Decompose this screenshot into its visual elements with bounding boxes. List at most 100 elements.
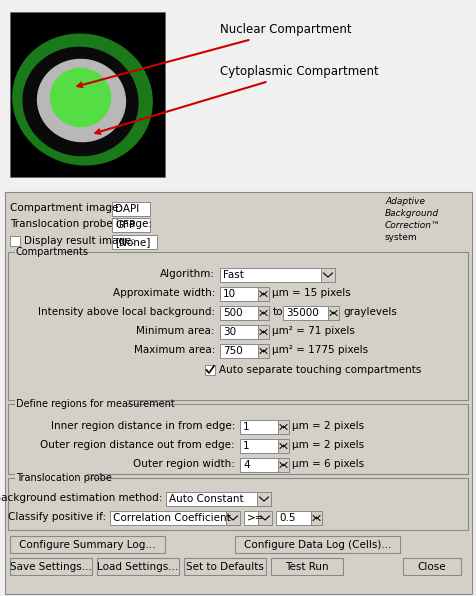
Text: system: system [384, 234, 417, 243]
Bar [239, 420, 278, 434]
Text: graylevels: graylevels [342, 307, 396, 317]
Text: μm = 2 pixels: μm = 2 pixels [291, 421, 363, 431]
Bar [15, 248, 62, 256]
Text: Nuclear Compartment: Nuclear Compartment [77, 23, 351, 87]
Text: Configure Summary Log...: Configure Summary Log... [19, 539, 156, 550]
Bar [402, 558, 460, 575]
Text: GFP: GFP [115, 220, 135, 230]
Text: 4: 4 [242, 460, 249, 470]
Bar [15, 400, 127, 408]
Text: 500: 500 [223, 308, 242, 318]
Text: 1: 1 [242, 441, 249, 451]
Text: 35000: 35000 [286, 308, 318, 318]
Bar [8, 404, 467, 474]
Bar [5, 192, 471, 594]
Ellipse shape [13, 34, 152, 165]
Bar [320, 268, 334, 282]
Bar [8, 478, 467, 530]
Text: Fast: Fast [223, 270, 243, 280]
Text: Approximate width:: Approximate width: [112, 288, 215, 298]
Text: Save Settings...: Save Settings... [10, 561, 92, 572]
Bar [239, 439, 278, 453]
Bar [235, 536, 399, 553]
Bar [244, 511, 271, 525]
Text: to: to [272, 307, 283, 317]
Text: 0.5: 0.5 [278, 513, 295, 523]
Text: Translocation probe: Translocation probe [16, 473, 112, 483]
Bar [258, 287, 268, 301]
Text: Correlation Coefficient: Correlation Coefficient [113, 513, 230, 523]
Bar [112, 218, 149, 232]
Text: Auto separate touching compartments: Auto separate touching compartments [218, 365, 420, 375]
Bar [310, 511, 321, 525]
Text: Translocation probe image:: Translocation probe image: [10, 219, 152, 229]
Bar [8, 252, 467, 400]
Bar [226, 511, 239, 525]
Ellipse shape [50, 69, 110, 126]
Text: Outer region width:: Outer region width: [133, 459, 235, 469]
Text: Compartment image:: Compartment image: [10, 203, 122, 213]
Text: Intensity above local background:: Intensity above local background: [38, 307, 215, 317]
Bar [10, 236, 20, 246]
Text: Load Settings...: Load Settings... [97, 561, 178, 572]
Text: Minimum area:: Minimum area: [136, 326, 215, 336]
Bar [219, 344, 258, 358]
Bar [184, 558, 266, 575]
Text: Classify positive if:: Classify positive if: [8, 512, 106, 522]
Bar [278, 420, 288, 434]
Text: 1: 1 [242, 422, 249, 432]
Ellipse shape [23, 48, 138, 156]
Bar [219, 325, 258, 339]
Bar [219, 268, 334, 282]
Bar [15, 474, 87, 482]
Text: μm = 15 pixels: μm = 15 pixels [271, 288, 350, 298]
Text: [None]: [None] [115, 237, 150, 247]
Text: Define regions for measurement: Define regions for measurement [16, 399, 174, 409]
Bar [205, 365, 215, 375]
Text: 30: 30 [223, 327, 236, 337]
Text: Maximum area:: Maximum area: [133, 345, 215, 355]
Bar [10, 12, 165, 177]
Bar [276, 511, 310, 525]
Text: μm = 6 pixels: μm = 6 pixels [291, 459, 363, 469]
Bar [258, 344, 268, 358]
Text: Configure Data Log (Cells)...: Configure Data Log (Cells)... [243, 539, 390, 550]
Bar [270, 558, 342, 575]
Text: Test Run: Test Run [285, 561, 328, 572]
Bar [219, 306, 258, 320]
Bar [110, 511, 239, 525]
Text: Correction™: Correction™ [384, 222, 440, 231]
Bar [282, 306, 327, 320]
Bar [258, 325, 268, 339]
Bar [278, 458, 288, 472]
Text: Outer region distance out from edge:: Outer region distance out from edge: [40, 440, 235, 450]
Bar [112, 235, 157, 249]
Bar [112, 202, 149, 216]
Bar [257, 492, 270, 506]
Text: Algorithm:: Algorithm: [159, 269, 215, 279]
Bar [327, 306, 338, 320]
Text: DAPI: DAPI [115, 204, 139, 214]
Text: Auto Constant: Auto Constant [169, 494, 243, 504]
Text: Set to Defaults: Set to Defaults [186, 561, 263, 572]
Bar [219, 287, 258, 301]
Text: μm² = 71 pixels: μm² = 71 pixels [271, 326, 354, 336]
Text: μm² = 1775 pixels: μm² = 1775 pixels [271, 345, 367, 355]
Text: μm = 2 pixels: μm = 2 pixels [291, 440, 363, 450]
Bar [166, 492, 270, 506]
Text: 750: 750 [223, 346, 242, 356]
Bar [258, 306, 268, 320]
Text: Display result image:: Display result image: [24, 236, 135, 246]
Bar [258, 511, 271, 525]
Bar [278, 439, 288, 453]
Text: Inner region distance in from edge:: Inner region distance in from edge: [50, 421, 235, 431]
Ellipse shape [38, 60, 125, 142]
Text: Close: Close [417, 561, 446, 572]
Bar [239, 458, 278, 472]
Bar [10, 536, 165, 553]
Bar [10, 558, 92, 575]
Bar [97, 558, 178, 575]
Text: Background: Background [384, 210, 438, 219]
Text: Adaptive: Adaptive [384, 197, 424, 206]
Text: 10: 10 [223, 289, 236, 299]
